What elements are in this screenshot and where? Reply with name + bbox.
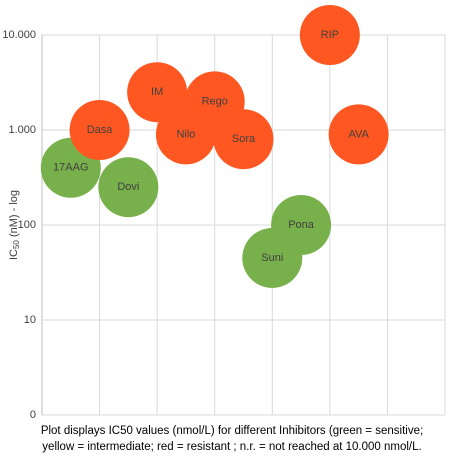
y-tick-label: 10 [24, 314, 36, 326]
bubble [271, 195, 332, 255]
bubble-label: Dasa [87, 124, 114, 136]
bubble-label: Rego [202, 95, 228, 107]
bubble-label: Dovi [117, 181, 139, 193]
bubble-label: RIP [321, 29, 339, 41]
bubble-label: Pona [288, 219, 315, 231]
caption: yellow = intermediate; red = resistant ;… [42, 441, 421, 453]
y-tick-label: 100 [18, 219, 36, 231]
y-label-sub: 50 [12, 240, 21, 249]
bubble [328, 104, 389, 165]
bubble-label: 17AAG [53, 162, 88, 174]
bubble [69, 100, 130, 160]
caption: Plot displays IC50 values (nmol/L) for d… [41, 425, 423, 437]
y-label-rest: (nM) - log [8, 190, 20, 240]
y-label-main: IC [8, 249, 20, 260]
y-axis-label: IC50 (nM) - log [8, 190, 21, 260]
bubble-label: Sora [232, 133, 256, 145]
bubble-label: Suni [261, 252, 283, 264]
bubble [98, 157, 159, 218]
y-tick-label: 0 [30, 409, 36, 421]
y-tick-label: 1.000 [8, 124, 36, 136]
bubble-label: IM [151, 86, 163, 98]
y-tick-label: 10.000 [2, 29, 36, 41]
bubble [127, 62, 188, 123]
bubble [299, 5, 360, 65]
bubble-label: Nilo [176, 128, 195, 140]
bubble [213, 109, 274, 170]
bubble-label: AVA [348, 128, 369, 140]
